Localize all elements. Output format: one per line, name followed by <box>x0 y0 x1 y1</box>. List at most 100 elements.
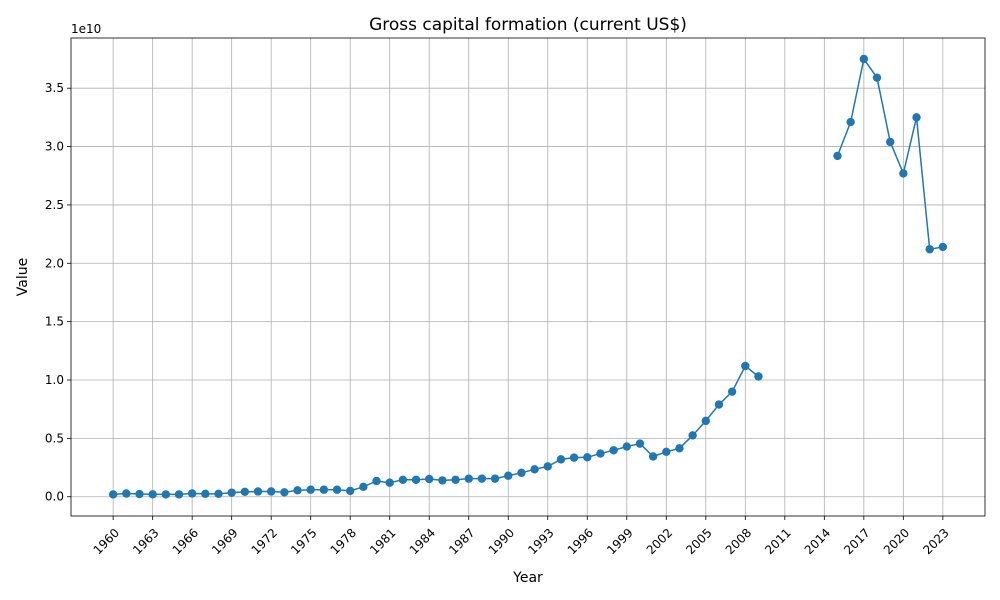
data-point <box>530 465 539 474</box>
y-tick-label: 3.0 <box>45 140 64 154</box>
x-tick-label: 2020 <box>881 526 912 557</box>
x-tick-label: 1978 <box>328 526 359 557</box>
data-point <box>504 471 513 480</box>
data-point <box>872 73 882 82</box>
data-point <box>411 475 421 485</box>
y-tick-label: 2.0 <box>45 256 64 270</box>
data-point <box>846 117 855 127</box>
series-line <box>836 57 943 251</box>
data-point <box>227 488 236 497</box>
x-tick-label: 2005 <box>683 526 714 557</box>
data-point <box>174 490 184 499</box>
x-tick-label: 2023 <box>920 526 951 557</box>
data-point <box>187 489 197 498</box>
data-point <box>648 452 658 461</box>
plot-frame <box>70 37 986 517</box>
x-tick-label: 1987 <box>446 526 477 557</box>
data-point <box>319 485 329 494</box>
x-tick-label: 1960 <box>91 526 122 557</box>
data-point <box>372 476 381 486</box>
data-point <box>135 489 144 499</box>
data-point <box>438 476 447 485</box>
data-point <box>635 439 645 448</box>
data-point <box>253 487 263 496</box>
x-tick-label: 2008 <box>723 526 754 557</box>
data-point <box>727 387 737 396</box>
x-tick-label: 1966 <box>170 526 201 557</box>
x-tick-label: 2011 <box>762 526 793 557</box>
data-point <box>596 449 605 458</box>
data-point <box>451 475 460 485</box>
data-point <box>754 372 763 381</box>
x-tick-label: 2014 <box>802 526 833 557</box>
data-point <box>609 446 618 455</box>
data-point <box>346 486 355 496</box>
y-tick-label: 1.0 <box>45 373 64 387</box>
data-point <box>398 475 408 485</box>
data-point <box>569 453 579 462</box>
x-tick-label: 1969 <box>209 526 240 557</box>
data-point <box>688 431 697 440</box>
data-point <box>464 474 473 483</box>
data-point <box>280 488 289 497</box>
x-tick-label: 1975 <box>288 526 319 557</box>
y-axis-label: Value <box>15 258 31 296</box>
data-point <box>201 489 210 499</box>
data-point <box>332 485 342 494</box>
data-point <box>359 482 368 492</box>
data-point <box>622 442 631 451</box>
y-tick-label: 2.5 <box>45 198 64 212</box>
data-point <box>859 54 869 64</box>
data-point <box>583 453 592 462</box>
y-tick-label: 0.0 <box>45 490 64 504</box>
y-tick-label: 1.5 <box>45 315 64 329</box>
chart-title: Gross capital formation (current US$) <box>369 15 687 35</box>
data-point <box>925 245 934 254</box>
data-point <box>122 489 131 498</box>
data-point <box>741 361 750 371</box>
data-point <box>477 474 487 483</box>
data-point <box>240 487 250 497</box>
x-tick-label: 1990 <box>486 526 517 557</box>
x-tick-label: 1981 <box>367 526 398 557</box>
x-axis-label: Year <box>512 570 543 586</box>
series-line <box>113 364 759 496</box>
data-point <box>662 447 671 456</box>
data-point <box>161 490 171 499</box>
y-tick-label: 0.5 <box>45 431 64 445</box>
x-tick-label: 1972 <box>249 526 280 557</box>
data-point <box>912 113 921 122</box>
data-point <box>385 478 394 487</box>
y-axis-offset-text: 1e10 <box>71 22 101 36</box>
data-point <box>306 485 315 494</box>
data-point <box>885 137 895 147</box>
data-point <box>490 474 500 483</box>
series-layer <box>108 54 948 499</box>
data-point <box>556 455 566 464</box>
data-point <box>833 151 842 161</box>
x-tick-label: 1996 <box>565 526 596 557</box>
data-point <box>108 490 118 499</box>
data-point <box>214 489 223 499</box>
data-point <box>938 242 948 252</box>
data-point <box>266 487 276 496</box>
data-point <box>543 462 552 471</box>
x-tick-label: 1963 <box>130 526 161 557</box>
x-tick-label: 2002 <box>644 526 675 557</box>
x-tick-label: 2017 <box>841 526 872 557</box>
data-point <box>714 400 724 409</box>
x-axis-ticks: 1960 1963 1966 1969 1972 1975 1978 1981 1984 1987… <box>91 516 952 557</box>
x-tick-label: 1999 <box>604 526 635 557</box>
data-point <box>425 474 434 484</box>
data-point <box>701 416 710 426</box>
x-tick-label: 1984 <box>407 526 438 557</box>
data-point <box>293 486 302 495</box>
data-point <box>517 468 526 478</box>
y-axis-ticks: 0.0 0.5 1.0 1.5 2.0 2.5 3.0 3.5 <box>45 81 71 504</box>
y-tick-label: 3.5 <box>45 81 64 95</box>
data-point <box>675 444 684 453</box>
x-tick-label: 1993 <box>525 526 556 557</box>
grid <box>71 38 985 516</box>
